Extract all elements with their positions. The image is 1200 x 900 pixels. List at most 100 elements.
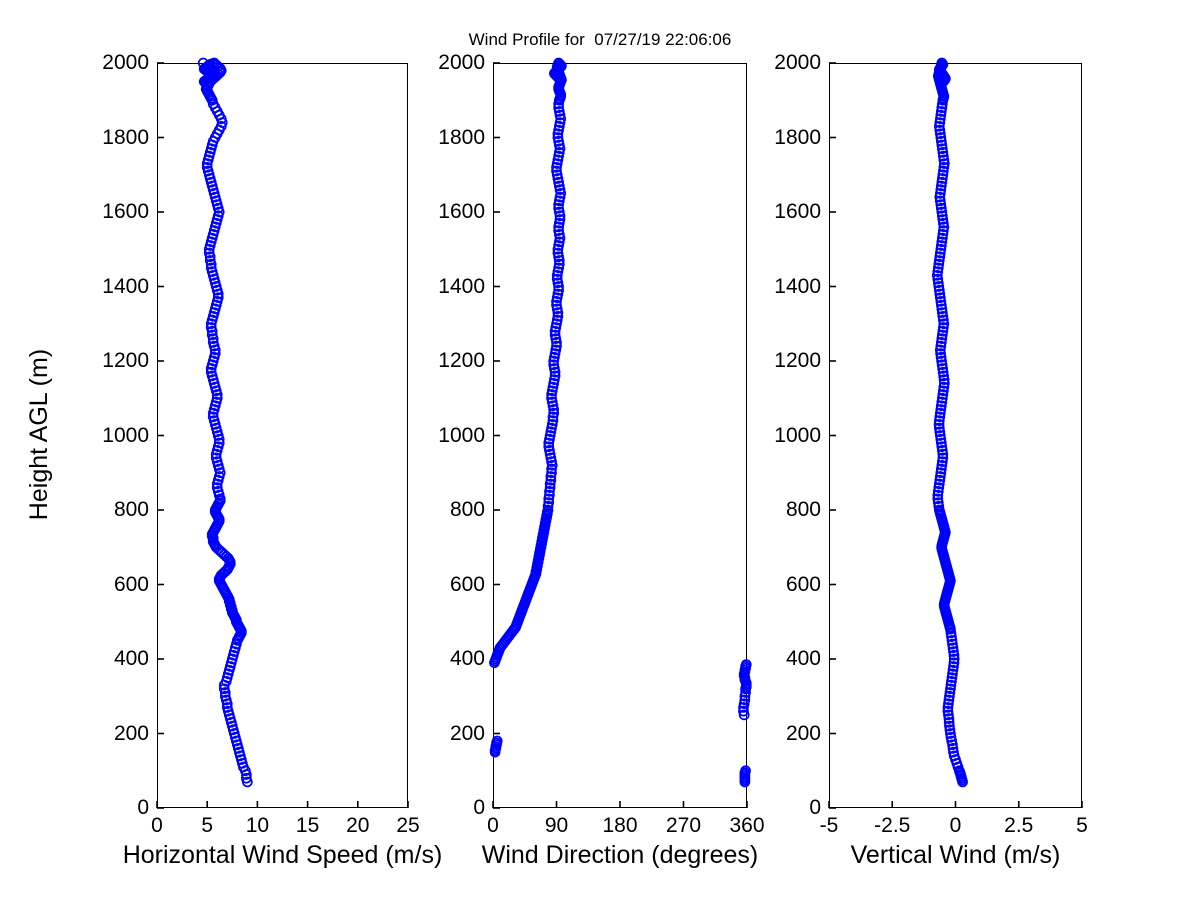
data-point <box>947 664 959 676</box>
data-point <box>201 161 213 173</box>
y-tick-label: 800 <box>785 498 821 521</box>
data-point <box>937 325 949 337</box>
data-point <box>933 415 945 426</box>
data-point <box>935 463 947 475</box>
data-point <box>545 474 557 486</box>
x-tick-marks <box>156 801 409 808</box>
data-point <box>947 638 958 650</box>
data-point <box>937 214 949 225</box>
data-series-horizontal-wind-speed <box>197 57 253 788</box>
data-point <box>938 217 949 229</box>
data-point <box>935 404 947 415</box>
data-point <box>931 269 943 281</box>
data-point <box>933 281 945 292</box>
x-tick-marks <box>492 801 748 808</box>
data-point <box>551 165 562 177</box>
data-point <box>936 445 948 456</box>
data-point <box>933 422 945 434</box>
data-point <box>935 299 947 311</box>
data-point <box>935 243 947 255</box>
data-point <box>935 109 947 121</box>
data-point <box>934 195 946 207</box>
data-point <box>546 467 557 479</box>
data-point <box>935 202 947 214</box>
data-point <box>935 437 947 449</box>
x-tick-label: -5 <box>819 814 839 837</box>
data-point <box>546 392 557 404</box>
data-point <box>936 303 948 315</box>
data-series-wind-direction <box>489 57 752 788</box>
y-tick-label: 1800 <box>774 125 821 149</box>
y-tick-label: 1800 <box>102 125 149 149</box>
data-point <box>935 348 946 359</box>
data-point <box>938 0 947 5</box>
y-tick-label: 2000 <box>102 51 149 74</box>
data-point <box>939 378 950 389</box>
data-point <box>209 348 221 359</box>
data-point <box>938 314 949 326</box>
data-point <box>946 672 958 683</box>
data-point <box>553 202 564 214</box>
data-point <box>936 143 948 155</box>
data-point <box>933 255 945 266</box>
data-point <box>942 705 954 717</box>
data-point <box>197 57 209 69</box>
y-tick-label: 1000 <box>774 423 821 447</box>
data-point <box>936 0 945 5</box>
data-point <box>933 258 945 270</box>
y-tick-label: 800 <box>449 498 485 521</box>
data-point <box>205 322 217 333</box>
data-point <box>549 329 561 341</box>
data-point <box>553 72 564 84</box>
data-point <box>948 657 960 669</box>
data-point <box>935 240 947 251</box>
y-tick-label: 0 <box>473 796 485 819</box>
data-point <box>938 0 947 5</box>
data-point <box>933 418 945 430</box>
data-point <box>947 642 959 654</box>
data-point <box>553 225 564 236</box>
y-tick-label: 1800 <box>438 125 485 149</box>
data-point <box>938 385 949 397</box>
y-tick-label: 2000 <box>774 51 821 74</box>
data-point <box>547 415 559 426</box>
data-point <box>491 735 503 747</box>
data-point <box>934 426 946 438</box>
data-point <box>932 262 944 274</box>
data-point <box>944 687 956 698</box>
data-point <box>211 392 223 404</box>
data-point <box>934 251 946 263</box>
data-point <box>935 337 947 348</box>
data-point <box>936 355 947 367</box>
data-point <box>939 158 950 169</box>
data-point <box>937 229 949 240</box>
data-point <box>205 366 217 378</box>
data-point <box>934 117 946 128</box>
data-point <box>548 407 560 419</box>
y-tick-label: 0 <box>809 796 821 819</box>
x-tick-label: 5 <box>1076 814 1088 837</box>
y-tick-label: 1600 <box>774 200 821 223</box>
data-point <box>738 705 749 717</box>
data-point <box>934 292 946 304</box>
data-point <box>933 500 945 512</box>
x-tick-label: 5 <box>201 814 214 837</box>
data-point <box>936 236 948 248</box>
x-tick-label: 2.5 <box>1004 814 1034 837</box>
data-point <box>938 225 949 236</box>
data-point <box>938 154 950 166</box>
data-point <box>934 128 946 140</box>
data-point <box>219 690 231 702</box>
y-tick-label: 1400 <box>774 274 821 298</box>
data-point <box>944 720 955 732</box>
data-point <box>936 206 948 218</box>
y-tick-marks <box>157 62 164 809</box>
data-point <box>936 0 945 5</box>
data-point <box>938 76 949 87</box>
data-point <box>936 139 948 151</box>
data-point <box>740 765 751 777</box>
data-point <box>943 716 955 728</box>
data-point <box>934 430 946 441</box>
